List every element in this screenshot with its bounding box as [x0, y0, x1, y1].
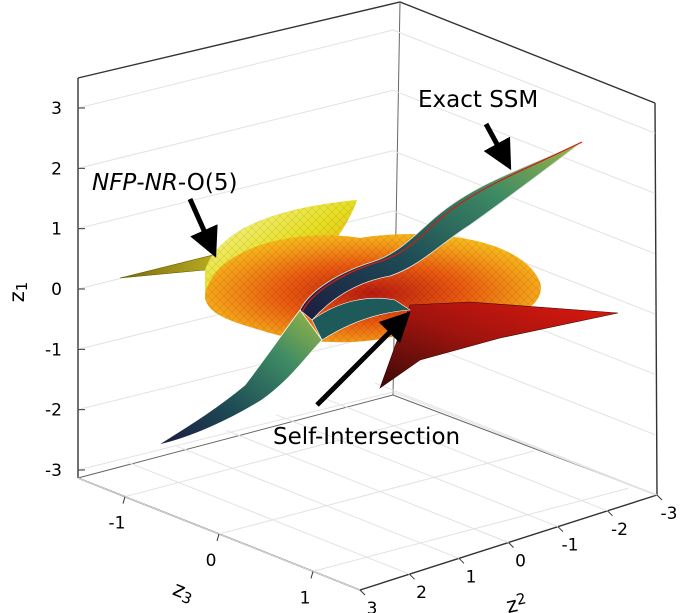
- z1-grid-line-left: [77, 29, 394, 109]
- z2-tick-mark: [508, 542, 514, 548]
- exact-ssm-surface: [157, 141, 583, 446]
- z2-grid-line: [127, 461, 410, 575]
- z1-grid-line-right: [392, 89, 656, 194]
- exact-ssm-red-fringe: [301, 141, 583, 313]
- z1-tick-label: 1: [51, 220, 62, 240]
- z1-grid-line-left: [77, 331, 394, 411]
- z1-tick-label: 2: [51, 159, 62, 179]
- z2-tick-mark: [458, 557, 465, 564]
- z2-tick-label: 3: [367, 599, 378, 613]
- z2-tick-label: 1: [466, 567, 477, 587]
- z1-tick-label: 0: [51, 280, 62, 300]
- z3-grid-line: [124, 413, 441, 498]
- z1-grid-line-left: [77, 89, 394, 169]
- z2-grid-line: [275, 414, 559, 528]
- z3-tick-mark: [216, 533, 220, 542]
- z2-grid-line: [374, 382, 658, 496]
- z1-tick-label: -3: [45, 461, 62, 481]
- nfp-arrow: [187, 197, 218, 258]
- z1-grid-line-right: [392, 391, 656, 496]
- z3-grid-line: [312, 487, 629, 572]
- z1-grid-line-right: [392, 29, 656, 134]
- z2-tick-mark: [359, 589, 366, 596]
- z1-tick-label: -2: [45, 401, 62, 421]
- exact-ssm-lower-band: [157, 309, 323, 446]
- z2-tick-mark: [656, 494, 663, 501]
- z3-tick-label: -1: [109, 514, 126, 534]
- z3-tick-mark: [122, 496, 126, 504]
- box-inner-floor-left: [77, 394, 394, 479]
- z2-tick-label: -1: [562, 536, 579, 556]
- z2-tick-mark: [607, 510, 613, 517]
- z2-axis-label: z2: [504, 589, 529, 613]
- z2-tick-label: -2: [611, 520, 628, 540]
- z1-grid-line-left: [77, 150, 394, 230]
- z3-tick-mark: [310, 571, 314, 579]
- nfp-surface: [119, 200, 619, 389]
- exact-ssm-annotation: Exact SSM: [418, 87, 538, 113]
- z1-axis-label: z1: [5, 282, 31, 303]
- z1-tick-label: -1: [45, 340, 62, 360]
- z1-tick-label: 3: [51, 99, 62, 119]
- self-intersection-arrow: [315, 311, 411, 407]
- box-top-back-edges: [77, 1, 656, 104]
- box-right-wall: [654, 102, 658, 496]
- z3-grid-line: [218, 450, 535, 535]
- z2-grid-line: [176, 445, 460, 559]
- z3-ticks: -1 0 1: [109, 496, 314, 608]
- z3-tick-label: 1: [300, 588, 311, 608]
- z2-tick-mark: [409, 573, 415, 580]
- z2-tick-label: -3: [661, 504, 678, 524]
- nfp-annotation: NFP-NR-O(5): [92, 170, 237, 196]
- exact-ssm-center-band: [311, 297, 411, 341]
- z1-grid-line-right: [392, 150, 656, 255]
- self-intersection-annotation: Self-Intersection: [273, 424, 460, 450]
- z3-axis-label: z3: [169, 577, 198, 609]
- z1-ticks: 3 2 1 0 -1 -2 -3: [45, 99, 85, 481]
- z2-tick-mark: [557, 526, 564, 533]
- z2-tick-label: 2: [416, 583, 427, 603]
- nfp-right-wing: [379, 301, 619, 389]
- z2-tick-label: 0: [515, 552, 526, 572]
- z2-grid-line: [226, 430, 509, 543]
- exact-ssm-arrow: [483, 122, 512, 171]
- z3-tick-label: 0: [206, 551, 217, 571]
- z2-ticks: -3 -2 -1 0 1 2 3: [359, 494, 678, 613]
- z2-grid-line: [325, 398, 608, 512]
